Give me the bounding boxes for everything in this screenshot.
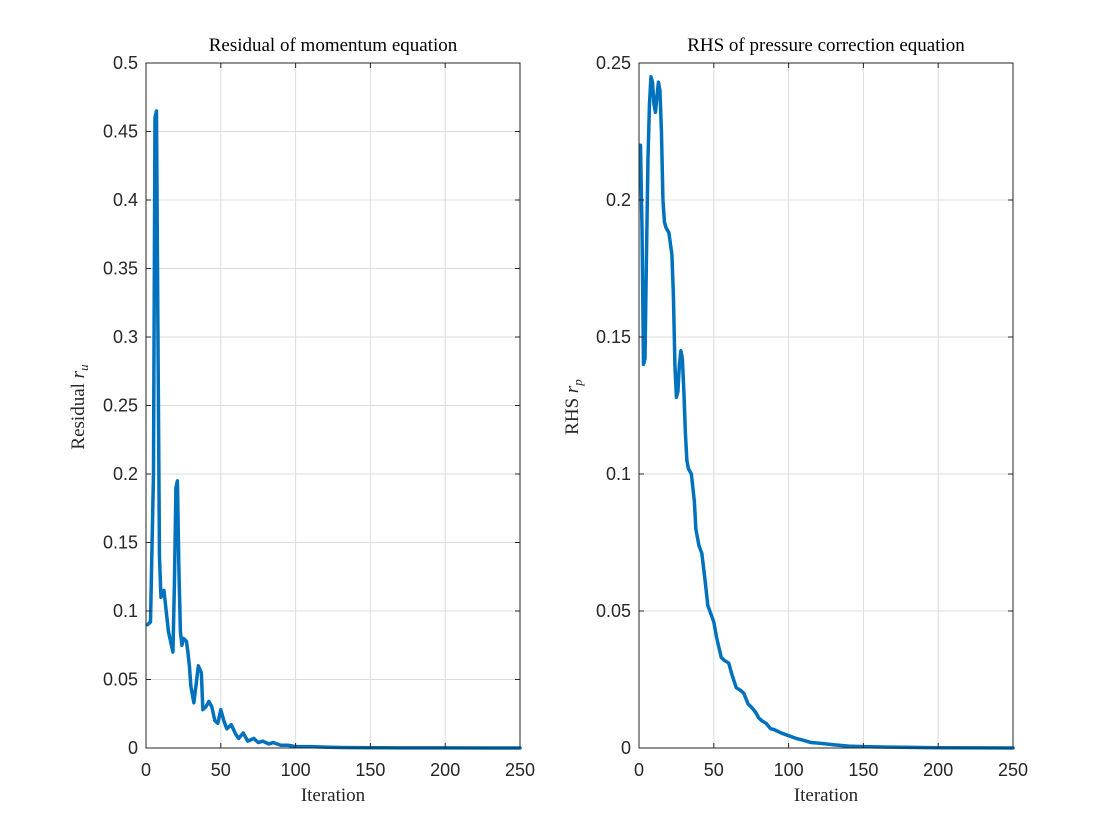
axes-momentum-residual: Residual of momentum equation Iteration … [68, 35, 535, 806]
x-tick-label: 0 [634, 760, 644, 780]
y-axis-label-subscript: p [570, 379, 585, 387]
plot-area [639, 63, 1013, 748]
x-tick-label: 150 [355, 760, 385, 780]
series-line [145, 109, 522, 750]
y-tick-label: 0.05 [596, 601, 631, 621]
chart-title: Residual of momentum equation [209, 35, 458, 56]
x-axis-label: Iteration [794, 785, 859, 806]
x-tick-label: 50 [704, 760, 724, 780]
y-tick-label: 0.05 [103, 670, 138, 690]
y-axis-label-text: Residual [68, 378, 89, 449]
y-tick-label: 0.2 [113, 464, 138, 484]
x-axis-label: Iteration [301, 785, 366, 806]
y-tick-label: 0.35 [103, 259, 138, 279]
y-axis-label-symbol: r [68, 370, 89, 378]
y-tick-label: 0.25 [103, 396, 138, 416]
y-axis-label-symbol: r [562, 385, 583, 393]
x-tick-label: 150 [848, 760, 878, 780]
y-axis-label-subscript: u [76, 364, 91, 371]
x-tick-label: 250 [505, 760, 535, 780]
y-tick-label: 0.5 [113, 53, 138, 73]
axes-box [638, 62, 1014, 749]
y-axis-label: RHS rp [562, 379, 585, 435]
y-tick-label: 0 [621, 738, 631, 758]
series-line [638, 74, 1015, 750]
y-tick-label: 0 [128, 738, 138, 758]
y-axis-label-text: RHS [562, 393, 583, 435]
x-tick-label: 200 [923, 760, 953, 780]
y-tick-label: 0.1 [113, 601, 138, 621]
y-axis-label: Residual ru [68, 364, 91, 450]
x-tick-label: 100 [774, 760, 804, 780]
x-tick-label: 50 [211, 760, 231, 780]
x-tick-label: 100 [281, 760, 311, 780]
y-tick-label: 0.2 [606, 190, 631, 210]
chart-title: RHS of pressure correction equation [687, 35, 965, 56]
y-tick-label: 0.45 [103, 122, 138, 142]
x-tick-label: 250 [998, 760, 1028, 780]
y-tick-label: 0.15 [103, 533, 138, 553]
x-tick-label: 200 [430, 760, 460, 780]
y-tick-label: 0.15 [596, 327, 631, 347]
y-tick-label: 0.4 [113, 190, 138, 210]
axes-pressure-rhs: RHS of pressure correction equation Iter… [562, 35, 1028, 806]
y-tick-label: 0.25 [596, 53, 631, 73]
y-tick-label: 0.1 [606, 464, 631, 484]
x-tick-label: 0 [141, 760, 151, 780]
y-tick-label: 0.3 [113, 327, 138, 347]
